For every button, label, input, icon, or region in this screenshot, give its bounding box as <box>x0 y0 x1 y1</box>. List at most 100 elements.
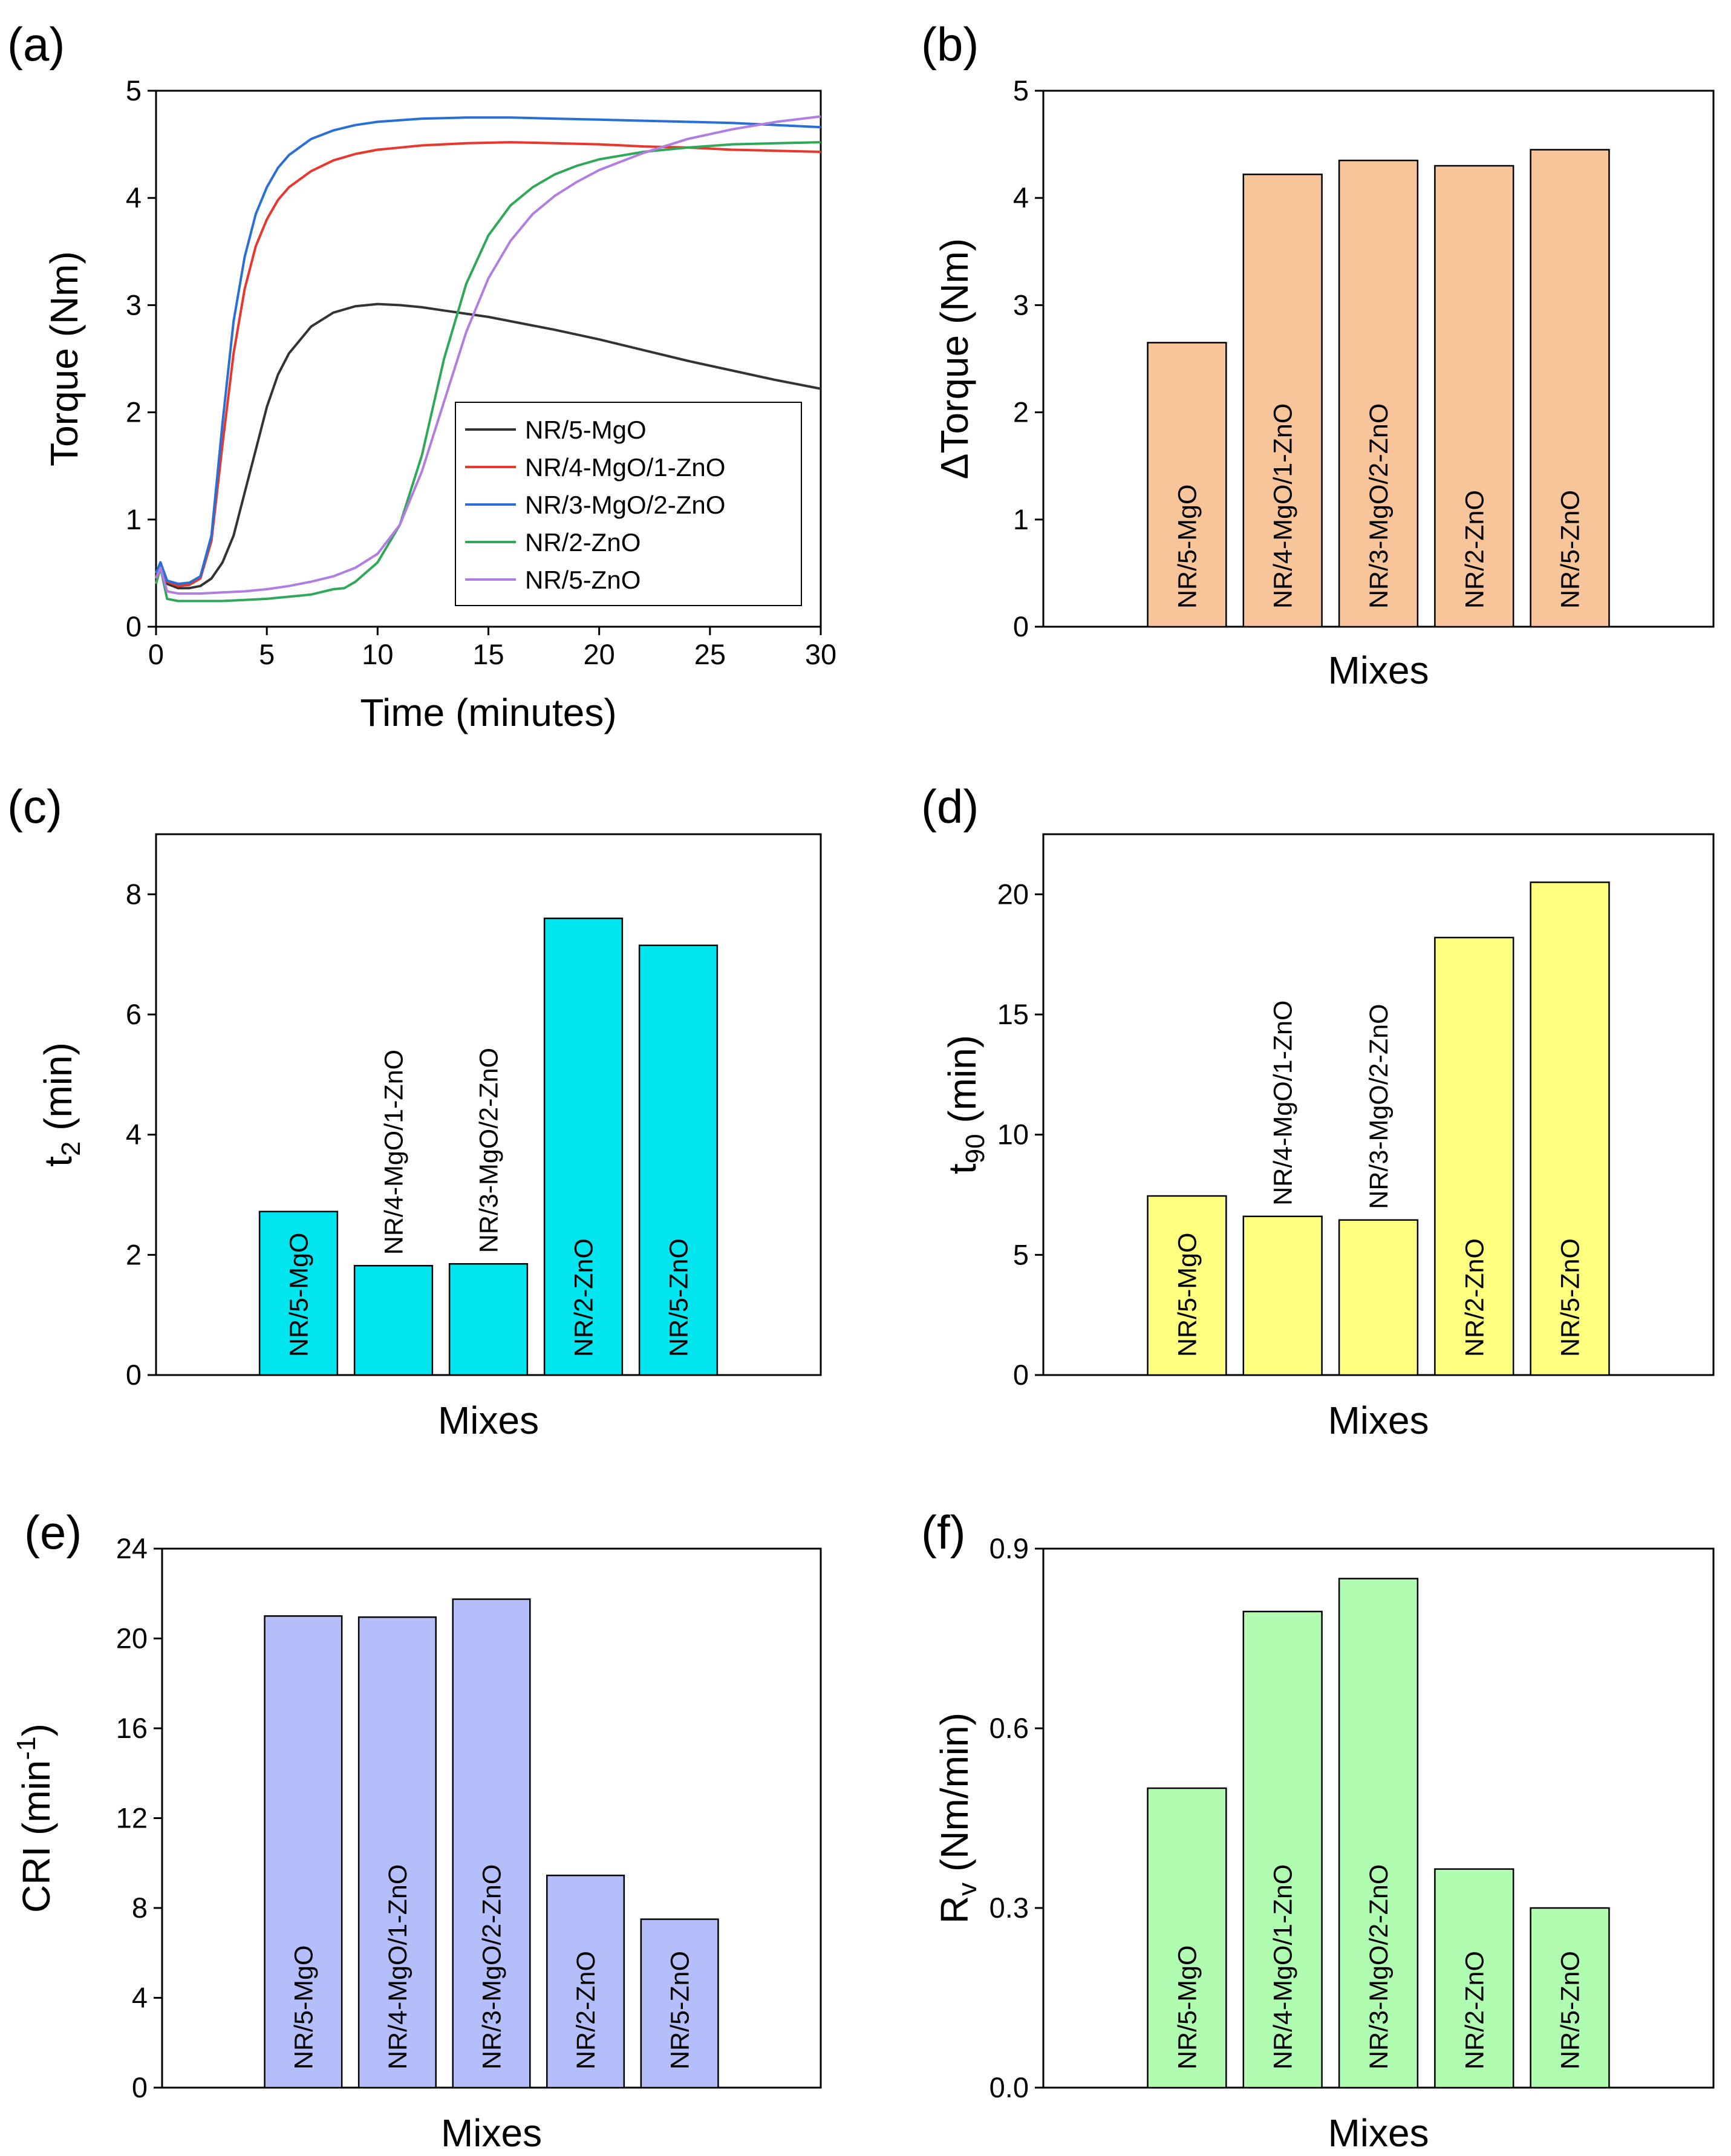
bar <box>1242 1215 1323 1376</box>
y-tick-label: 0.0 <box>989 2071 1029 2103</box>
y-axis-title: CRI (min-1) <box>11 1723 58 1913</box>
y-tick-label: 0.6 <box>989 1712 1029 1744</box>
bar-category-label: NR/5-ZnO <box>1556 490 1585 609</box>
bar <box>1530 1907 1610 2089</box>
legend-label: NR/5-ZnO <box>525 566 641 594</box>
y-axis-title: t2 (min) <box>36 1042 86 1167</box>
bar-category-label: NR/4-MgO/1-ZnO <box>380 1050 409 1255</box>
y-tick-label: 8 <box>132 1892 148 1924</box>
y-tick-label: 20 <box>997 878 1029 910</box>
y-tick-label: 1 <box>1013 503 1029 535</box>
bar <box>1434 1868 1514 2089</box>
bar <box>1434 936 1514 1376</box>
bar <box>1434 165 1514 628</box>
bar-category-label: NR/2-ZnO <box>570 1238 599 1357</box>
bar-category-label: NR/3-MgO/2-ZnO <box>1364 1864 1394 2069</box>
y-tick-label: 2 <box>126 1238 142 1270</box>
bar-category-label: NR/3-MgO/2-ZnO <box>1364 403 1394 609</box>
y-tick-label: 3 <box>126 289 142 321</box>
legend-label: NR/5-MgO <box>525 416 647 444</box>
bar-category-label: NR/5-ZnO <box>665 1238 694 1357</box>
bar-category-label: NR/5-MgO <box>1173 1233 1202 1357</box>
bar <box>546 1874 625 2089</box>
y-axis-title: Torque (Nm) <box>42 251 86 466</box>
legend-label: NR/2-ZnO <box>525 528 641 557</box>
panel-d-bar-chart: (d) 0 5 10 15 20 NR/5-MgO NR/4-MgO/1-ZnO NR/3-Mg… <box>921 780 1715 1442</box>
bar-category-label: NR/5-MgO <box>1173 1945 1202 2069</box>
y-tick-label: 0 <box>126 610 142 642</box>
y-tick-label: 2 <box>1013 396 1029 428</box>
x-axis-title: Time (minutes) <box>360 691 616 734</box>
x-axis-title: Mixes <box>438 1399 539 1442</box>
y-tick-label: 4 <box>126 1119 142 1151</box>
bar-category-label: NR/4-MgO/1-ZnO <box>383 1864 412 2069</box>
bar-category-label: NR/3-MgO/2-ZnO <box>475 1048 504 1253</box>
panel-a-line-chart: (a) 0 5 10 15 20 25 30 0 1 2 3 4 5 NR/5-MgO NR/4-MgO/1-… <box>7 18 836 734</box>
y-tick-label: 4 <box>132 1982 148 2014</box>
bar <box>1147 1195 1227 1376</box>
x-tick-label: 30 <box>805 638 836 670</box>
y-axis-title: t90 (min) <box>940 1035 990 1174</box>
x-axis-title: Mixes <box>1328 1399 1429 1442</box>
bar <box>1338 159 1419 628</box>
bar <box>258 1210 339 1376</box>
y-tick-label: 5 <box>1013 74 1029 106</box>
y-tick-label: 0 <box>126 1359 142 1391</box>
x-tick-label: 15 <box>472 638 504 670</box>
y-tick-label: 0 <box>1013 610 1029 642</box>
series-line <box>155 141 821 587</box>
bar-category-label: NR/5-MgO <box>289 1945 318 2069</box>
x-axis-title: Mixes <box>1328 648 1429 692</box>
y-tick-label: 1 <box>126 503 142 535</box>
legend-label: NR/4-MgO/1-ZnO <box>525 453 725 482</box>
bar <box>353 1264 434 1376</box>
x-tick-label: 0 <box>148 638 164 670</box>
panel-f-bar-chart: (f) 0.0 0.3 0.6 0.9 NR/5-MgO NR/4-MgO/1-ZnO NR/… <box>921 1506 1715 2155</box>
panel-letter: (c) <box>7 780 62 833</box>
bar <box>1242 173 1323 628</box>
bar <box>1338 1219 1419 1376</box>
x-tick-label: 5 <box>259 638 275 670</box>
x-axis-title: Mixes <box>1328 2111 1429 2155</box>
y-tick-label: 8 <box>126 878 142 910</box>
bar-category-label: NR/5-MgO <box>1173 485 1202 609</box>
bar <box>638 944 719 1376</box>
bar-category-label: NR/2-ZnO <box>1460 490 1489 609</box>
bar-category-label: NR/4-MgO/1-ZnO <box>1269 403 1298 609</box>
x-tick-label: 20 <box>584 638 615 670</box>
bar <box>448 1263 529 1376</box>
y-tick-label: 20 <box>116 1622 148 1655</box>
series-line <box>155 116 821 586</box>
y-tick-label: 12 <box>116 1802 148 1834</box>
y-axis-title: Rv (Nm/min) <box>933 1713 982 1924</box>
bar <box>1242 1610 1323 2089</box>
panel-letter: (f) <box>921 1506 966 1559</box>
y-tick-label: 0.3 <box>989 1892 1029 1924</box>
x-axis-title: Mixes <box>441 2111 542 2155</box>
bar-category-label: NR/5-MgO <box>285 1233 314 1357</box>
panel-letter: (e) <box>24 1506 82 1559</box>
x-tick-label: 10 <box>362 638 393 670</box>
bar <box>640 1918 719 2089</box>
bar-category-label: NR/5-ZnO <box>1556 1238 1585 1357</box>
panel-letter: (d) <box>921 780 979 833</box>
y-tick-label: 10 <box>997 1119 1029 1151</box>
y-tick-label: 0 <box>1013 1359 1029 1391</box>
bar <box>452 1598 531 2089</box>
panel-b-bar-chart: (b) 0 1 2 3 4 5 NR/5-MgO NR/4-MgO/1-ZnO NR/3-MgO/… <box>921 18 1715 692</box>
y-tick-label: 24 <box>116 1532 148 1564</box>
panel-c-bar-chart: (c) 0 2 4 6 8 NR/5-MgO NR/4-MgO/1-ZnO NR/3-MgO/2… <box>7 780 822 1442</box>
y-tick-label: 16 <box>116 1712 148 1744</box>
series-line <box>155 302 821 590</box>
bar <box>543 917 624 1376</box>
bar-category-label: NR/2-ZnO <box>572 1951 601 2069</box>
bar <box>1147 342 1227 628</box>
legend-label: NR/3-MgO/2-ZnO <box>525 491 725 519</box>
bar <box>357 1616 437 2089</box>
y-tick-label: 6 <box>126 998 142 1030</box>
y-tick-label: 5 <box>126 74 142 106</box>
series-line <box>155 115 821 595</box>
bar <box>1338 1578 1419 2089</box>
bar-category-label: NR/4-MgO/1-ZnO <box>1269 1864 1298 2069</box>
bar-category-label: NR/3-MgO/2-ZnO <box>1364 1004 1394 1209</box>
